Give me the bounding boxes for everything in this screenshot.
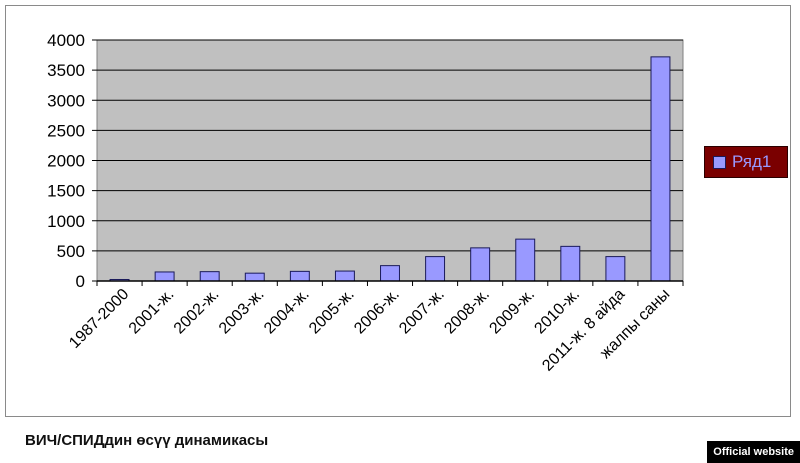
x-category-label: 2002-ж.	[171, 286, 223, 338]
y-tick-label: 3000	[47, 91, 85, 110]
x-category-label: 2004-ж.	[261, 286, 313, 338]
x-category-label: 2011-ж. 8 айда	[539, 286, 628, 375]
x-category-label: 2005-ж.	[306, 286, 358, 338]
y-tick-label: 500	[57, 242, 85, 261]
bars	[109, 56, 671, 282]
y-tick-label: 1500	[47, 182, 85, 201]
x-category-label: 2003-ж.	[216, 286, 268, 338]
y-tick-label: 4000	[47, 31, 85, 50]
legend-swatch	[713, 155, 726, 169]
official-website-badge[interactable]: Official website	[707, 441, 800, 463]
bar	[244, 272, 265, 282]
x-category-label: 2007-ж.	[396, 286, 448, 338]
bar	[470, 247, 491, 282]
y-tick-label: 1000	[47, 212, 85, 231]
bar	[334, 270, 355, 282]
x-axis-labels: 1987-20002001-ж.2002-ж.2003-ж.2004-ж.200…	[66, 280, 684, 375]
bar	[289, 270, 310, 282]
chart-caption: ВИЧ/СПИДдин өсүү динамикасы	[25, 432, 269, 449]
y-axis-ticks: 0 500 1000 1500 2000 2500 3000 3500 4000	[47, 31, 97, 291]
x-category-label: 2008-ж.	[441, 286, 493, 338]
bar	[425, 256, 446, 282]
bar	[154, 271, 175, 282]
legend: Ряд1	[704, 146, 788, 178]
bar	[560, 245, 581, 282]
chart-frame: 0 500 1000 1500 2000 2500 3000 3500 4000 1987-20…	[5, 5, 791, 417]
y-tick-label: 2500	[47, 121, 85, 140]
legend-label: Ряд1	[732, 152, 772, 171]
bar	[605, 256, 626, 282]
y-tick-label: 0	[76, 272, 85, 291]
x-category-label: 1987-2000	[66, 286, 132, 352]
y-tick-label: 3500	[47, 61, 85, 80]
bar	[199, 271, 220, 282]
bar	[650, 56, 671, 282]
x-category-label: 2006-ж.	[351, 286, 403, 338]
bar-chart: 0 500 1000 1500 2000 2500 3000 3500 4000 1987-20…	[47, 31, 684, 375]
x-category-label: 2001-ж.	[126, 286, 178, 338]
bar	[515, 238, 536, 282]
y-tick-label: 2000	[47, 152, 85, 171]
bar	[380, 265, 400, 282]
x-category-label: 2009-ж.	[486, 286, 538, 338]
